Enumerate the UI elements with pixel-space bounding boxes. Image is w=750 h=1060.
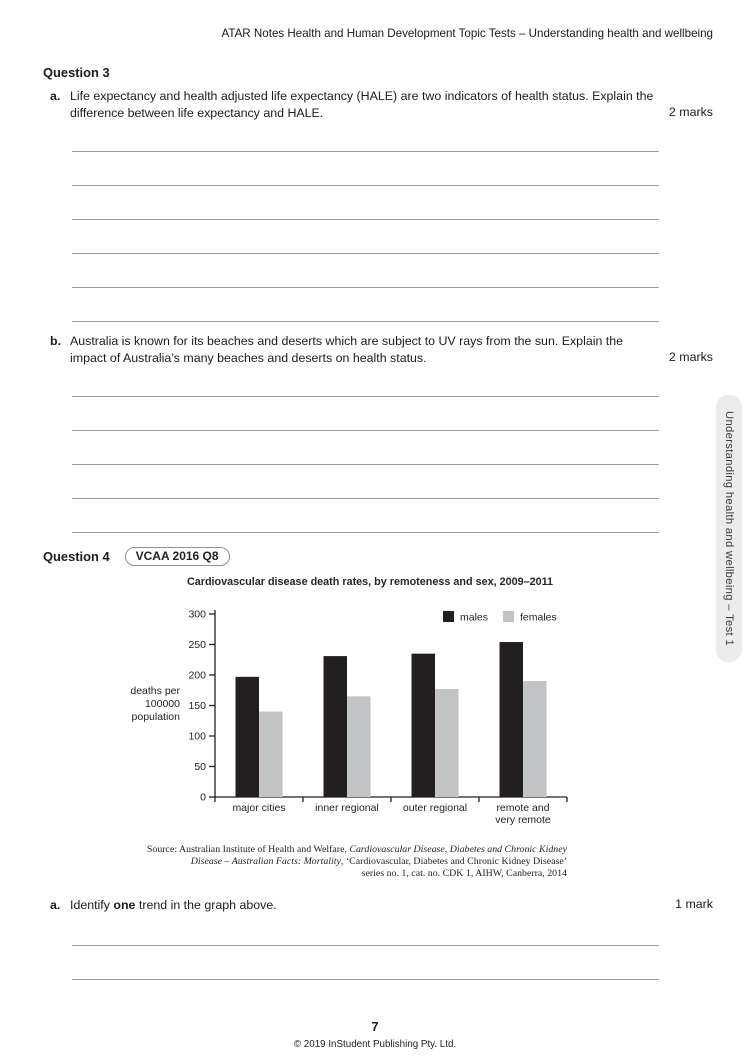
- page-header: ATAR Notes Health and Human Development …: [221, 27, 713, 40]
- item-marker: a.: [50, 89, 61, 103]
- answer-line: [72, 431, 659, 465]
- legend-label-males: males: [460, 612, 488, 624]
- answer-line: [72, 499, 659, 533]
- y-tick-label: 0: [200, 792, 206, 804]
- question-text: Life expectancy and health adjusted life…: [70, 89, 654, 120]
- question-3a: a. Life expectancy and health adjusted l…: [50, 88, 713, 122]
- question-3b: b. Australia is known for its beaches an…: [50, 333, 713, 367]
- answer-line: [72, 220, 659, 254]
- chart-title: Cardiovascular disease death rates, by r…: [186, 576, 554, 588]
- item-marker: b.: [50, 334, 62, 348]
- answer-line: [72, 118, 659, 152]
- answer-line: [72, 186, 659, 220]
- question-4-heading-row: Question 4 VCAA 2016 Q8: [43, 547, 230, 566]
- bar-females-3: [523, 681, 547, 797]
- legend-swatch-males: [443, 611, 454, 622]
- answer-line: [72, 397, 659, 431]
- bar-males-0: [235, 676, 259, 797]
- legend-label-females: females: [520, 612, 557, 624]
- answer-line: [72, 254, 659, 288]
- y-tick-label: 150: [188, 700, 206, 712]
- answer-line: [72, 946, 659, 980]
- answer-line: [72, 465, 659, 499]
- item-marker: a.: [50, 898, 61, 912]
- x-category-label: outer regional: [403, 802, 467, 814]
- question-text: Identify one trend in the graph above.: [70, 898, 277, 912]
- question-text: Australia is known for its beaches and d…: [70, 334, 624, 365]
- answer-lines-3a: [72, 118, 659, 322]
- source-citation: Source: Australian Institute of Health a…: [147, 844, 567, 880]
- y-axis-label: population: [132, 711, 181, 723]
- question-4a: a. Identify one trend in the graph above…: [50, 897, 713, 914]
- bar-males-1: [323, 656, 347, 797]
- x-category-label: major cities: [232, 802, 285, 814]
- answer-line: [72, 152, 659, 186]
- y-tick-label: 100: [188, 731, 206, 743]
- page-number: 7: [371, 1020, 379, 1034]
- marks-label: 2 marks: [668, 350, 713, 364]
- marks-label: 2 marks: [668, 105, 713, 119]
- copyright: © 2019 InStudent Publishing Pty. Ltd.: [293, 1039, 457, 1050]
- bar-males-3: [499, 642, 523, 797]
- bar-males-2: [411, 653, 435, 797]
- side-tab: Understanding health and wellbeing – Tes…: [716, 395, 742, 662]
- bar-females-2: [435, 689, 459, 797]
- source-citation-line: Disease – Australian Facts: Mortality, ‘…: [190, 855, 567, 867]
- answer-line: [72, 363, 659, 397]
- question-4-heading: Question 4: [43, 549, 110, 564]
- legend-swatch-females: [503, 611, 514, 622]
- marks-label: 1 mark: [675, 897, 713, 911]
- side-tab-label: Understanding health and wellbeing – Tes…: [723, 410, 735, 647]
- source-citation-line: series no. 1, cat. no. CDK 1, AIHW, Canb…: [361, 867, 567, 879]
- y-tick-label: 50: [194, 761, 206, 773]
- y-tick-label: 200: [188, 670, 206, 682]
- source-citation-line: Source: Australian Institute of Health a…: [146, 844, 567, 855]
- bar-chart-svg: 0 50 100 150 200 250 300 deaths per100000popula…: [130, 609, 568, 826]
- y-axis-label: 100000: [145, 698, 180, 710]
- bar-females-1: [347, 696, 371, 797]
- bar-chart: 0 50 100 150 200 250 300 deaths per 100000 popula…: [130, 596, 610, 836]
- y-tick-label: 250: [188, 639, 206, 651]
- answer-line: [72, 288, 659, 322]
- x-category-label: inner regional: [315, 802, 379, 814]
- bar-females-0: [259, 711, 283, 797]
- answer-lines-3b: [72, 363, 659, 533]
- answer-lines-4a: [72, 912, 659, 980]
- y-axis-label: deaths per: [130, 685, 180, 697]
- question-3-heading: Question 3: [43, 65, 110, 80]
- vcaa-source-badge: VCAA 2016 Q8: [124, 547, 230, 566]
- y-tick-label: 300: [188, 609, 206, 621]
- x-category-label: remote and very remote: [495, 802, 551, 826]
- answer-line: [72, 912, 659, 946]
